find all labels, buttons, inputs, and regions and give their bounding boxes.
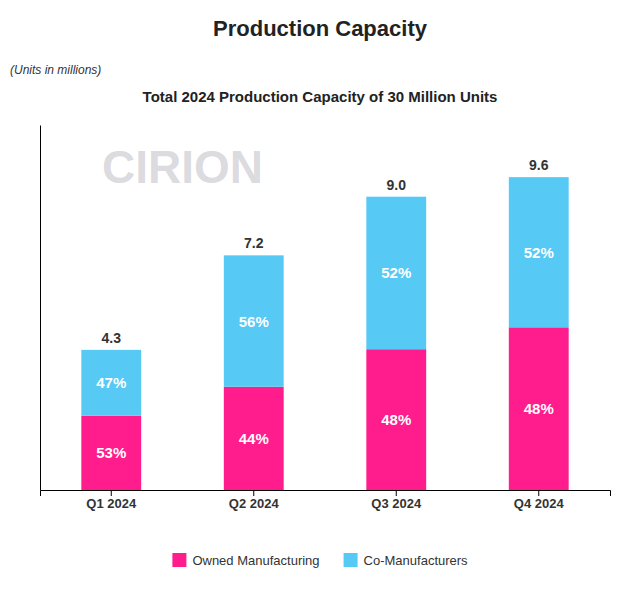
data-labels: 53% 44% 48% 48% 47% 56% 52% 52% 4.3 7.2 9.0 9.6 [96, 157, 554, 461]
x-tick-label: Q4 2024 [514, 496, 565, 511]
share-label: 53% [96, 444, 126, 461]
legend-item: Owned Manufacturing [172, 553, 319, 568]
x-tick-mark [253, 490, 254, 496]
share-label: 47% [96, 374, 126, 391]
x-tick: Q4 2024 [514, 490, 565, 511]
x-tick: Q3 2024 [371, 490, 422, 511]
share-label: 44% [239, 430, 269, 447]
y-label: (Units in millions) [10, 63, 101, 77]
x-tick-label: Q1 2024 [86, 496, 137, 511]
share-label: 48% [381, 411, 411, 428]
legend-label: Co-Manufacturers [364, 553, 469, 568]
share-label: 52% [524, 244, 554, 261]
share-label: 48% [524, 400, 554, 417]
bars [81, 177, 568, 490]
bar [81, 416, 141, 490]
bar [509, 177, 569, 327]
bar [366, 349, 426, 490]
subtitle: Total 2024 Production Capacity of 30 Mil… [143, 88, 498, 105]
total-label: 9.6 [529, 157, 549, 173]
chart: Production Capacity (Units in millions) To… [0, 0, 640, 596]
x-axis-line [41, 491, 611, 497]
y-axis-line [40, 126, 41, 491]
x-tick-mark [396, 490, 397, 496]
y-axis [40, 126, 41, 491]
total-label: 4.3 [102, 330, 122, 346]
x-tick-label: Q2 2024 [229, 496, 280, 511]
x-axis: Q1 2024 Q2 2024 Q3 2024 Q4 2024 [41, 490, 611, 511]
total-label: 9.0 [387, 177, 407, 193]
bar [224, 387, 284, 490]
bar [224, 255, 284, 386]
total-label: 7.2 [244, 235, 264, 251]
legend: Owned Manufacturing Co-Manufacturers [172, 553, 468, 568]
x-tick-mark [538, 490, 539, 496]
x-tick: Q1 2024 [86, 490, 137, 511]
bar [81, 350, 141, 416]
x-tick-label: Q3 2024 [371, 496, 422, 511]
x-tick: Q2 2024 [229, 490, 280, 511]
series-bars [81, 327, 568, 490]
legend-item: Co-Manufacturers [344, 553, 469, 568]
bar [366, 197, 426, 350]
watermark: CIRION [102, 141, 263, 193]
share-label: 52% [381, 264, 411, 281]
legend-swatch [344, 553, 358, 567]
legend-swatch [172, 553, 186, 567]
share-label: 56% [239, 313, 269, 330]
title: Production Capacity [213, 16, 428, 41]
series-bars [81, 177, 568, 416]
plot: CIRION 53% 44% 48% 48% 47% 56% 52% 52% 4.3 7.2 9.0 9… [41, 126, 611, 512]
x-tick-mark [111, 490, 112, 496]
legend-label: Owned Manufacturing [192, 553, 319, 568]
bar [509, 327, 569, 490]
